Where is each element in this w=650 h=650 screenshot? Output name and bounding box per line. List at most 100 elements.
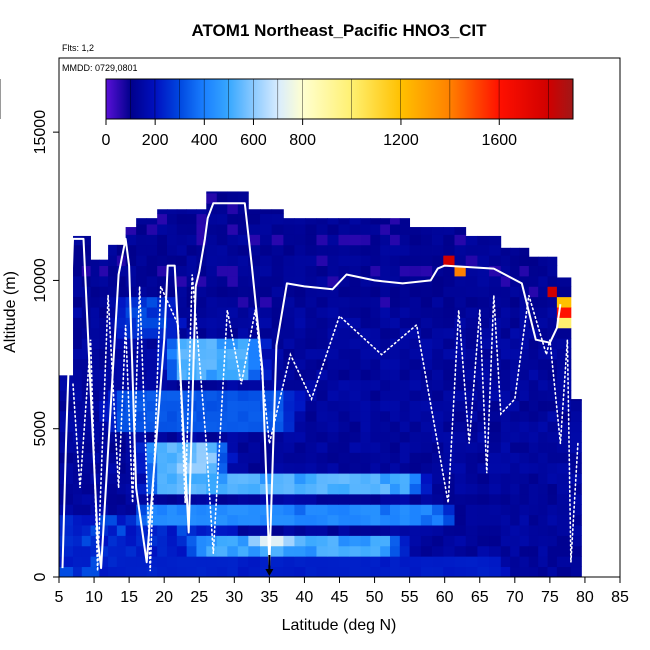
heatmap-cell bbox=[186, 556, 197, 568]
heatmap-cell bbox=[186, 493, 197, 505]
heatmap-cell bbox=[528, 504, 539, 516]
heatmap-cell bbox=[389, 525, 401, 536]
heatmap-cell bbox=[454, 234, 467, 246]
heatmap-cell bbox=[125, 566, 137, 577]
heatmap-cell bbox=[90, 442, 100, 453]
heatmap-cell bbox=[465, 265, 478, 277]
heatmap-cell bbox=[59, 483, 74, 495]
heatmap-cell bbox=[237, 473, 249, 484]
heatmap-cell bbox=[146, 265, 158, 277]
heatmap-cell bbox=[216, 203, 228, 215]
heatmap-cell bbox=[349, 442, 361, 453]
heatmap-cell bbox=[570, 399, 582, 401]
heatmap-cell bbox=[316, 327, 328, 339]
heatmap-cell bbox=[547, 390, 558, 401]
heatmap-cell bbox=[465, 359, 478, 370]
heatmap-cell bbox=[196, 431, 207, 443]
heatmap-cell bbox=[432, 390, 444, 401]
heatmap-cell bbox=[196, 338, 207, 350]
heatmap-cell bbox=[316, 421, 328, 433]
heatmap-cell bbox=[538, 452, 548, 464]
heatmap-cell bbox=[73, 410, 83, 422]
heatmap-cell bbox=[99, 327, 109, 339]
heatmap-cell bbox=[237, 514, 249, 526]
heatmap-cell bbox=[260, 566, 273, 577]
heatmap-cell bbox=[465, 452, 478, 464]
axes: 5 10 15 20 25 30 35 40 45 50 55 60 65 70 75 80 850500010… bbox=[32, 57, 629, 606]
heatmap-cell bbox=[338, 504, 350, 516]
heatmap-cell bbox=[349, 379, 361, 391]
heatmap-cell bbox=[305, 218, 317, 225]
heatmap-cell bbox=[349, 327, 361, 339]
heatmap-cell bbox=[227, 191, 239, 194]
heatmap-cell bbox=[237, 535, 249, 547]
heatmap-cell bbox=[327, 359, 339, 370]
heatmap-cell bbox=[432, 473, 444, 484]
heatmap-cell bbox=[547, 379, 558, 391]
heatmap-cell bbox=[206, 244, 218, 256]
heatmap-cell bbox=[477, 442, 490, 453]
heatmap-cell bbox=[420, 348, 433, 360]
heatmap-cell bbox=[166, 209, 178, 215]
heatmap-cell bbox=[146, 348, 158, 360]
heatmap-cell bbox=[399, 535, 411, 547]
heatmap-cell bbox=[283, 275, 295, 287]
heatmap-cell bbox=[116, 244, 127, 256]
heatmap-cell bbox=[237, 192, 249, 204]
heatmap-cell bbox=[305, 307, 317, 318]
heatmap-cell bbox=[90, 566, 100, 577]
heatmap-cell bbox=[500, 275, 511, 287]
heatmap-cell bbox=[370, 431, 381, 443]
heatmap-cell bbox=[547, 556, 558, 568]
heatmap-cell bbox=[166, 504, 178, 516]
heatmap-cell bbox=[465, 504, 478, 516]
heatmap-cell bbox=[327, 462, 339, 474]
heatmap-cell bbox=[389, 275, 401, 287]
heatmap-cell bbox=[420, 286, 433, 298]
heatmap-cell bbox=[349, 566, 361, 577]
heatmap-cell bbox=[283, 473, 295, 484]
heatmap-cell bbox=[510, 247, 520, 256]
heatmap-cell bbox=[327, 348, 339, 360]
colorbar-segment bbox=[450, 79, 500, 119]
heatmap-cell bbox=[176, 255, 188, 266]
heatmap-cell bbox=[90, 286, 100, 298]
heatmap-cell bbox=[206, 431, 218, 443]
heatmap-cell bbox=[305, 545, 317, 557]
heatmap-cell bbox=[196, 566, 207, 577]
heatmap-cell bbox=[206, 556, 218, 568]
heatmap-cell bbox=[294, 255, 306, 266]
heatmap-cell bbox=[73, 431, 83, 443]
heatmap-cell bbox=[389, 327, 401, 339]
heatmap-cell bbox=[380, 493, 391, 505]
heatmap-cell bbox=[432, 566, 444, 577]
heatmap-cell bbox=[510, 400, 520, 412]
heatmap-cell bbox=[327, 535, 339, 547]
heatmap-cell bbox=[260, 431, 273, 443]
heatmap-cell bbox=[227, 244, 239, 256]
heatmap-cell bbox=[500, 493, 511, 505]
heatmap-cell bbox=[443, 317, 455, 329]
heatmap-cell bbox=[166, 348, 178, 360]
heatmap-cell bbox=[380, 504, 391, 516]
heatmap-cell bbox=[136, 255, 148, 266]
heatmap-cell bbox=[125, 359, 137, 370]
heatmap-cell bbox=[227, 452, 239, 464]
heatmap-cell bbox=[146, 545, 158, 557]
heatmap-cell bbox=[227, 369, 239, 381]
heatmap-cell bbox=[157, 431, 168, 443]
heatmap-cell bbox=[370, 307, 381, 318]
heatmap-cell bbox=[443, 327, 455, 339]
heatmap-cell bbox=[454, 244, 467, 256]
heatmap-cell bbox=[157, 525, 168, 536]
colorbar-segment bbox=[130, 79, 156, 119]
heatmap-cell bbox=[157, 255, 168, 266]
heatmap-cell bbox=[477, 296, 490, 308]
heatmap-cell bbox=[556, 514, 572, 526]
heatmap-cell bbox=[136, 359, 148, 370]
heatmap-cell bbox=[327, 556, 339, 568]
heatmap-cell bbox=[399, 234, 411, 246]
heatmap-cell bbox=[248, 255, 261, 266]
heatmap-cell bbox=[216, 348, 228, 360]
heatmap-cell bbox=[248, 327, 261, 339]
